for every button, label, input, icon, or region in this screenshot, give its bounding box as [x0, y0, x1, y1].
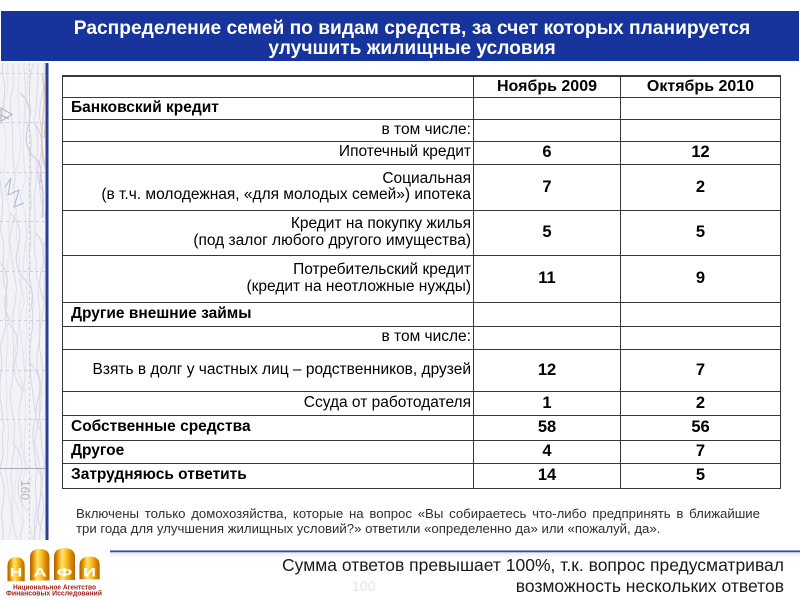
svg-text:Национальное Агентство: Национальное Агентство	[13, 585, 96, 592]
svg-text:Финансовых Исследований: Финансовых Исследований	[6, 590, 102, 598]
svg-text:И: И	[83, 566, 96, 580]
svg-text:А: А	[33, 566, 47, 580]
svg-text:Н: Н	[10, 566, 23, 580]
svg-text:Ф: Ф	[57, 566, 73, 580]
